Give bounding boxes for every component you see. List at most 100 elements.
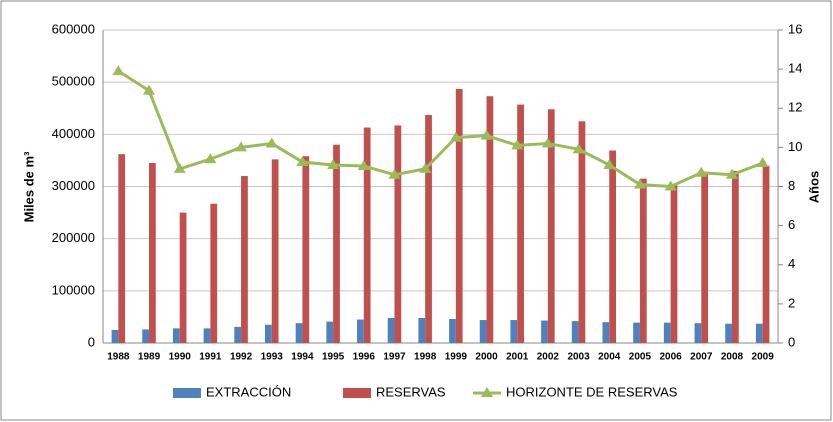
y2-tick-label: 8 — [788, 178, 795, 193]
bar — [571, 321, 579, 343]
legend-label: EXTRACCIÓN — [206, 384, 291, 399]
x-tick-label: 1988 — [107, 352, 130, 363]
bar — [541, 320, 548, 343]
legend-label: RESERVAS — [376, 384, 446, 399]
bar — [118, 154, 126, 343]
y-tick-label: 600000 — [52, 21, 95, 36]
y2-tick-label: 4 — [788, 256, 795, 271]
x-tick-label: 1991 — [199, 352, 222, 363]
y-tick-label: 300000 — [52, 178, 95, 193]
bar — [394, 125, 402, 343]
y-tick-label: 400000 — [52, 126, 95, 141]
y-tick-label: 0 — [88, 334, 95, 349]
x-tick-label: 2000 — [475, 352, 498, 363]
bar — [172, 328, 180, 343]
line-marker — [756, 157, 769, 168]
y2-tick-label: 0 — [788, 334, 795, 349]
x-tick-label: 2004 — [598, 352, 621, 363]
x-tick-label: 1992 — [230, 352, 253, 363]
line-marker — [419, 162, 432, 173]
bar — [510, 320, 518, 343]
line — [117, 69, 764, 189]
legend-label: HORIZONTE DE RESERVAS — [506, 384, 678, 399]
bar — [363, 127, 371, 343]
line-marker — [204, 153, 217, 164]
y-tick-label: 200000 — [52, 230, 95, 245]
x-tick-label: 1996 — [353, 352, 376, 363]
line-marker — [695, 166, 708, 177]
bar — [326, 321, 334, 343]
x-tick-label: 1997 — [383, 352, 406, 363]
bar — [755, 323, 763, 343]
x-tick-label: 1990 — [169, 352, 192, 363]
bar — [762, 165, 770, 343]
bar — [701, 171, 709, 343]
x-tick-label: 1993 — [261, 352, 284, 363]
line-marker — [480, 129, 493, 140]
x-tick-label: 1998 — [414, 352, 437, 363]
bar — [302, 156, 310, 343]
bar — [265, 324, 272, 343]
bar — [203, 328, 211, 343]
legend-swatch — [343, 388, 371, 398]
line-marker — [265, 137, 278, 148]
bar — [449, 319, 456, 343]
x-tick-label: 2008 — [721, 352, 744, 363]
x-tick-label: 1995 — [322, 352, 345, 363]
line-marker — [664, 180, 677, 191]
x-tick-label: 2003 — [567, 352, 590, 363]
y-tick-label: 500000 — [52, 74, 95, 89]
bar — [731, 170, 739, 343]
line-marker — [603, 158, 616, 169]
bar — [142, 329, 150, 343]
line-marker — [112, 65, 125, 76]
line-marker — [388, 168, 401, 179]
y-tick-label: 100000 — [52, 282, 95, 297]
bar — [547, 109, 555, 343]
line-marker — [327, 158, 340, 169]
x-tick-label: 2005 — [629, 352, 652, 363]
legend-swatch-marker — [481, 387, 493, 397]
bar — [234, 326, 242, 343]
bar — [639, 178, 647, 343]
y2-tick-label: 16 — [788, 21, 802, 36]
x-tick-label: 2006 — [659, 352, 682, 363]
y2-tick-label: 10 — [788, 139, 802, 154]
bar — [633, 322, 640, 343]
legend-swatch — [173, 388, 201, 398]
line-marker — [541, 137, 554, 148]
bar — [694, 323, 702, 343]
y-axis-label: Miles de m³ — [21, 151, 36, 222]
x-tick-label: 2001 — [506, 352, 529, 363]
line-marker — [143, 84, 156, 95]
bar — [111, 329, 119, 343]
line-marker — [357, 159, 370, 170]
bar — [486, 96, 494, 343]
line-marker — [173, 162, 186, 173]
bar — [670, 183, 678, 343]
line-marker — [296, 156, 309, 167]
y2-axis-label: Años — [806, 171, 821, 204]
bar — [578, 121, 586, 344]
line-marker — [511, 139, 524, 150]
x-tick-label: 2007 — [690, 352, 713, 363]
bar — [725, 323, 732, 343]
y2-tick-label: 14 — [788, 61, 802, 76]
y2-tick-label: 6 — [788, 217, 795, 232]
bar — [357, 319, 364, 343]
x-tick-label: 2009 — [752, 352, 775, 363]
x-tick-label: 1999 — [445, 352, 468, 363]
bar — [149, 163, 156, 343]
bar — [455, 88, 463, 343]
x-tick-label: 1994 — [291, 352, 314, 363]
x-tick-label: 2002 — [537, 352, 560, 363]
bar — [295, 323, 303, 343]
line-marker — [572, 143, 585, 154]
bar — [663, 322, 671, 343]
x-tick-label: 1989 — [138, 352, 161, 363]
bar — [387, 317, 395, 343]
bar — [271, 159, 279, 343]
line-marker — [633, 178, 646, 189]
